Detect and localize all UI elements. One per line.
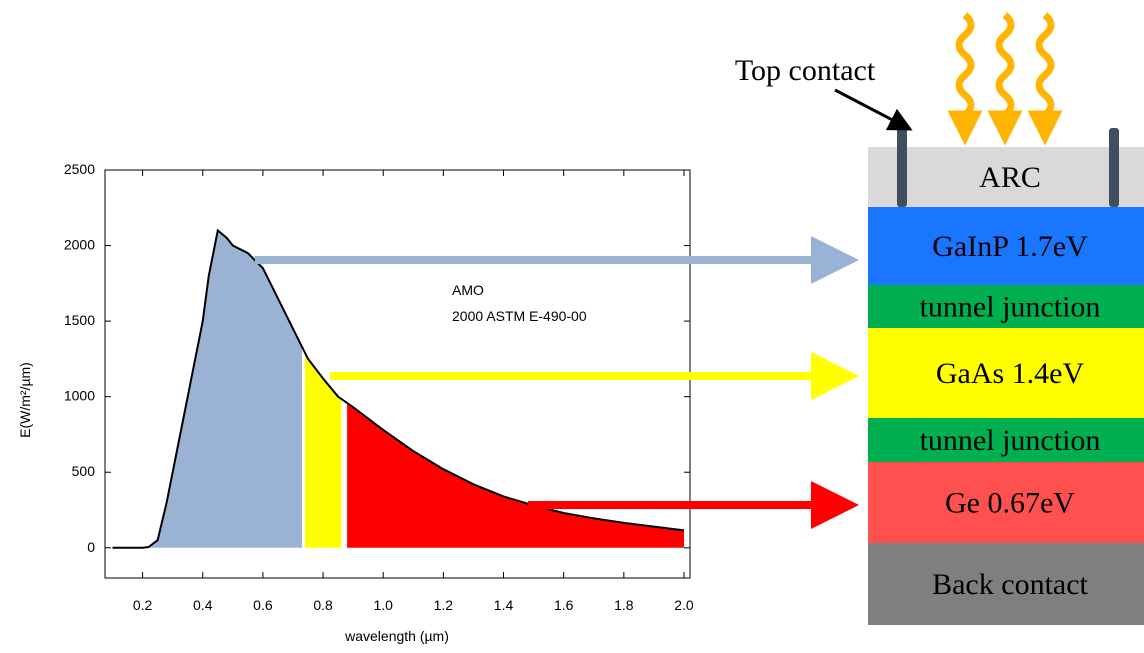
x-tick-label: 1.2 — [434, 597, 454, 613]
y-tick-label: 500 — [72, 463, 96, 479]
x-axis-label: wavelength (µm) — [344, 628, 449, 644]
x-tick-label: 1.0 — [373, 597, 393, 613]
y-tick-label: 2000 — [64, 237, 95, 253]
contact — [1109, 128, 1119, 207]
x-tick-label: 2.0 — [674, 597, 694, 613]
layer-label: tunnel junction — [920, 291, 1101, 324]
x-tick-label: 0.6 — [253, 597, 273, 613]
y-tick-label: 1500 — [64, 312, 95, 328]
annotation: AMO — [452, 282, 484, 298]
x-tick-label: 0.4 — [193, 597, 213, 613]
layer-label: Back contact — [932, 568, 1088, 601]
chart: 0 500 1000 1500 2000 2500 0.2 0.4 0.6 0.8 1.0 1.2 1.… — [64, 161, 694, 613]
x-tick-label: 0.8 — [313, 597, 333, 613]
y-axis-label: E(W/m²/µm) — [17, 362, 33, 438]
x-tick-label: 0.2 — [133, 597, 153, 613]
x-tick-label: 1.4 — [494, 597, 514, 613]
annotation: 2000 ASTM E-490-00 — [452, 308, 587, 324]
top-contact-label: Top contact — [735, 54, 876, 87]
layer-label: Ge 0.67eV — [945, 487, 1075, 520]
layer-label: GaAs 1.4eV — [936, 357, 1085, 390]
x-tick-label: 1.6 — [554, 597, 574, 613]
layer-label: tunnel junction — [920, 424, 1101, 457]
layer-label: GaInP 1.7eV — [932, 230, 1088, 263]
contact — [897, 125, 907, 207]
band — [347, 403, 684, 548]
solar-cell: ARC GaInP 1.7eV tunnel junction GaAs 1.4eV t… — [735, 54, 1144, 625]
figure: 0 500 1000 1500 2000 2500 0.2 0.4 0.6 0.8 1.0 1.2 1.… — [0, 0, 1144, 653]
y-tick-label: 0 — [87, 539, 95, 555]
band — [305, 353, 341, 548]
layer-label: ARC — [979, 161, 1041, 194]
y-tick-label: 1000 — [64, 388, 95, 404]
y-tick-label: 2500 — [64, 161, 95, 177]
x-tick-label: 1.8 — [614, 597, 634, 613]
